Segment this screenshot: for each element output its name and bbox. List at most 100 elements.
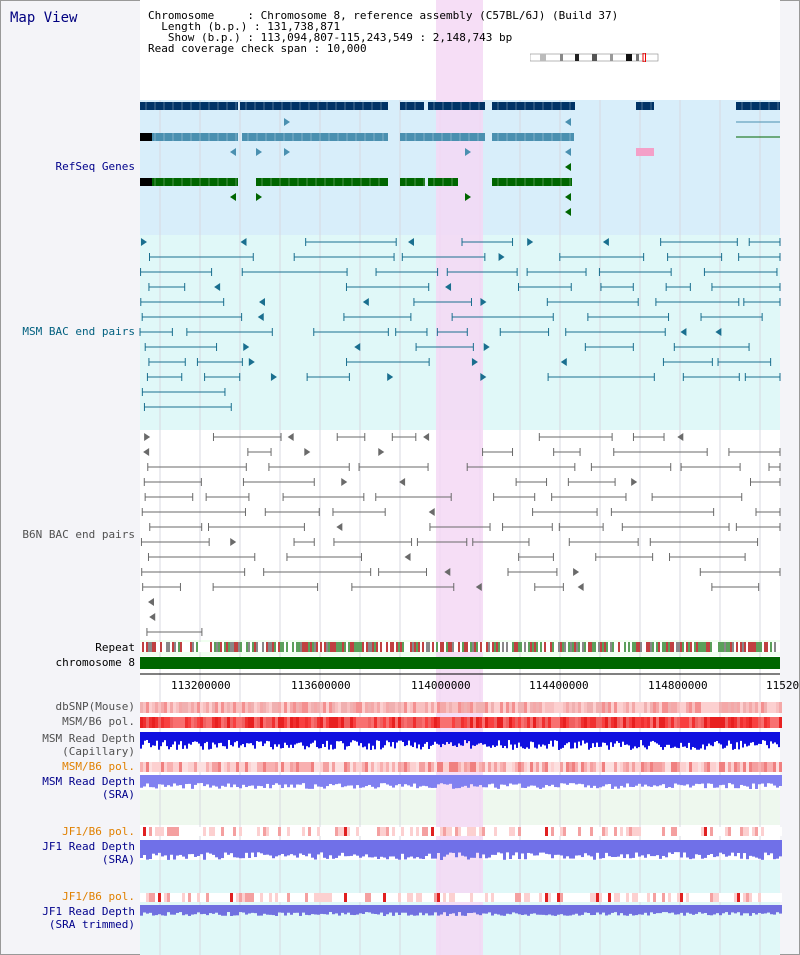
heat-cell [149, 702, 152, 713]
depth-bar [731, 840, 734, 853]
depth-bar [305, 775, 308, 789]
depth-bar [605, 840, 608, 853]
heat-cell [536, 893, 539, 902]
depth-bar [353, 905, 356, 916]
chromosome-ideogram[interactable] [530, 53, 660, 62]
depth-bar [212, 732, 214, 743]
depth-bar [314, 905, 317, 915]
depth-bar [284, 775, 287, 785]
heat-cell [452, 717, 455, 728]
depth-bar [572, 905, 575, 915]
heat-cell [740, 717, 743, 728]
heat-cell [491, 717, 494, 728]
depth-bar [251, 775, 254, 786]
heat-cell [581, 827, 584, 836]
depth-bar [332, 840, 335, 859]
heat-cell [587, 827, 590, 836]
heat-cell [614, 893, 617, 902]
heat-cell [398, 762, 401, 772]
repeat-mark [324, 642, 326, 652]
depth-bar [779, 775, 782, 787]
depth-bar [479, 840, 482, 859]
depth-bar [587, 775, 590, 786]
depth-bar [326, 775, 329, 787]
repeat-mark [266, 642, 268, 652]
depth-bar [598, 732, 600, 747]
depth-bar [329, 775, 332, 784]
repeat-mark [240, 642, 242, 652]
depth-bar [234, 732, 236, 743]
heat-cell [548, 717, 551, 728]
heat-cell [461, 893, 464, 902]
heat-cell [665, 827, 668, 836]
heat-cell [557, 827, 560, 836]
heat-cell [488, 762, 491, 772]
heat-cell [464, 702, 467, 713]
heat-cell [158, 893, 161, 902]
heat-cell [638, 702, 641, 713]
heat-cell [284, 893, 287, 902]
depth-bar [292, 732, 294, 748]
heat-cell [518, 762, 521, 772]
repeat-mark [414, 642, 416, 652]
depth-bar [186, 732, 188, 749]
depth-bar [460, 732, 462, 746]
depth-bar [180, 732, 182, 742]
repeat-mark [612, 642, 614, 652]
heat-cell [563, 827, 566, 836]
axis-tick-label: 114400000 [529, 679, 589, 692]
heat-cell [716, 717, 719, 728]
depth-bar [520, 732, 522, 747]
depth-bar [648, 732, 650, 746]
heat-cell [311, 893, 314, 902]
depth-bar [470, 775, 473, 785]
strand-arrow [565, 193, 571, 201]
heat-cell [197, 702, 200, 713]
heat-cell [293, 762, 296, 772]
heat-cell [476, 717, 479, 728]
heat-cell [467, 717, 470, 728]
heat-cell [353, 762, 356, 772]
repeat-mark [488, 642, 490, 652]
gene-block [240, 102, 388, 110]
heat-cell [533, 893, 536, 902]
depth-bar [500, 732, 502, 746]
repeat-mark [252, 642, 254, 652]
depth-bar [298, 732, 300, 743]
heat-cell [260, 717, 263, 728]
heat-cell [260, 827, 263, 836]
heat-cell [620, 827, 623, 836]
heat-cell [653, 702, 656, 713]
depth-bar [754, 732, 756, 746]
repeat-mark [376, 642, 378, 652]
depth-bar [242, 732, 244, 745]
heat-cell [197, 893, 200, 902]
repeat-mark [146, 642, 148, 652]
depth-bar [718, 732, 720, 744]
heat-cell [284, 717, 287, 728]
repeat-mark [428, 642, 430, 652]
depth-bar [536, 840, 539, 856]
heat-cell [461, 827, 464, 836]
heat-cell [500, 893, 503, 902]
depth-bar [564, 732, 566, 746]
heat-cell [674, 762, 677, 772]
depth-bar [392, 905, 395, 916]
heat-cell [359, 893, 362, 902]
depth-bar [707, 905, 710, 916]
heat-cell [485, 717, 488, 728]
repeat-mark [224, 642, 226, 652]
heat-cell [455, 717, 458, 728]
depth-bar [371, 775, 374, 787]
heat-cell [635, 827, 638, 836]
depth-bar [431, 905, 434, 916]
heat-cell [179, 893, 182, 902]
heat-cell [332, 717, 335, 728]
strand-arrow [444, 568, 451, 576]
depth-bar [260, 775, 263, 787]
depth-bar [341, 840, 344, 853]
depth-bar [412, 732, 414, 748]
repeat-mark [276, 642, 278, 652]
repeat-mark [192, 642, 194, 652]
